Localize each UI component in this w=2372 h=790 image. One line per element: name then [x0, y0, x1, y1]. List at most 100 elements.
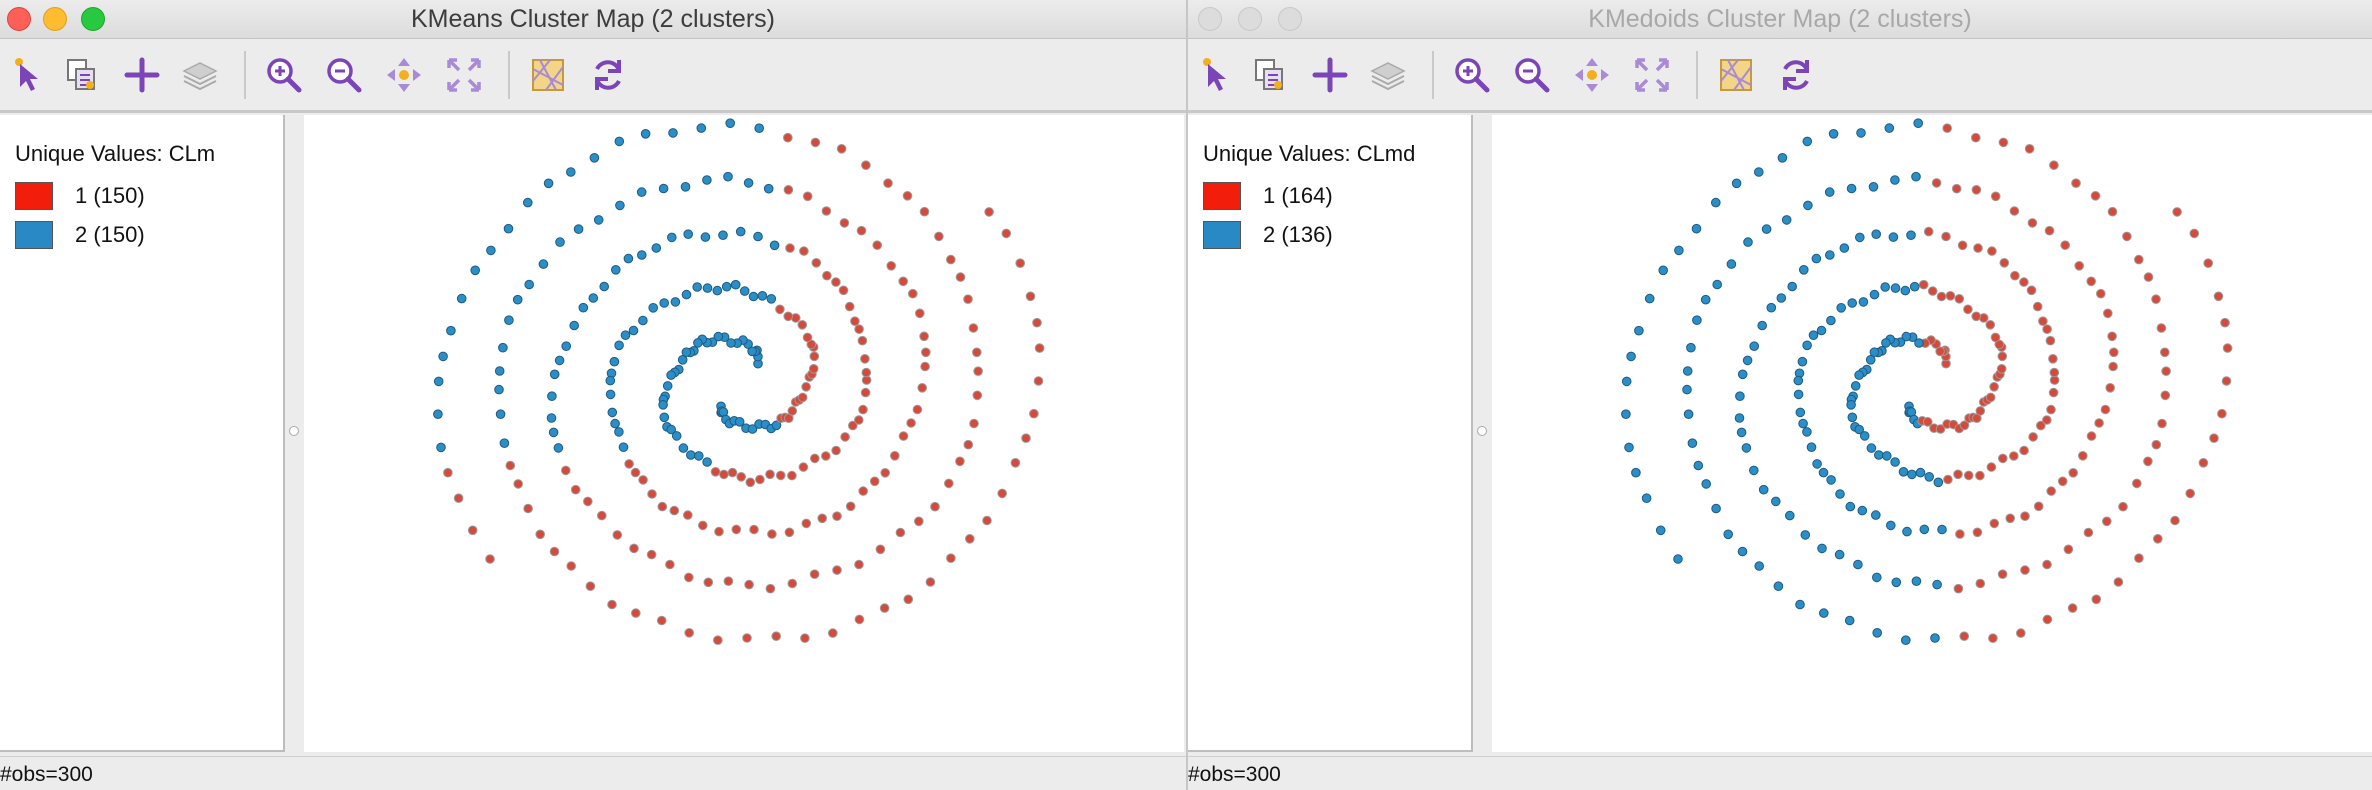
map-point[interactable]: [710, 467, 721, 477]
close-button[interactable]: [7, 7, 31, 31]
map-point[interactable]: [1787, 281, 1798, 292]
map-point[interactable]: [2042, 559, 2052, 570]
map-point[interactable]: [443, 467, 453, 478]
map-point[interactable]: [1901, 331, 1912, 342]
map-point[interactable]: [930, 501, 940, 512]
map-point[interactable]: [1891, 577, 1902, 588]
map-point[interactable]: [2019, 277, 2029, 287]
map-point[interactable]: [1932, 579, 1942, 590]
minimize-button[interactable]: [1238, 7, 1262, 31]
map-point[interactable]: [1723, 529, 1733, 540]
map-point[interactable]: [546, 413, 557, 423]
map-point[interactable]: [1941, 231, 1951, 242]
map-point[interactable]: [1957, 240, 1968, 251]
add-layer-button[interactable]: [1308, 53, 1352, 97]
map-point[interactable]: [713, 635, 723, 646]
map-point[interactable]: [1924, 472, 1935, 482]
map-point[interactable]: [553, 443, 564, 453]
map-point[interactable]: [1010, 458, 1021, 468]
map-point[interactable]: [438, 351, 448, 362]
map-point[interactable]: [1736, 427, 1747, 438]
zoom-out-button[interactable]: [322, 53, 366, 97]
map-point[interactable]: [2026, 285, 2037, 296]
map-point[interactable]: [800, 633, 810, 644]
map-point[interactable]: [1853, 559, 1863, 570]
map-point[interactable]: [694, 451, 704, 461]
map-point[interactable]: [1990, 332, 2001, 343]
map-point[interactable]: [614, 340, 624, 351]
map-point[interactable]: [2109, 347, 2119, 358]
map-point[interactable]: [731, 524, 742, 535]
map-point[interactable]: [1754, 167, 1764, 177]
map-point[interactable]: [973, 366, 983, 377]
map-point[interactable]: [659, 298, 670, 308]
map-point[interactable]: [955, 272, 966, 282]
map-point[interactable]: [1971, 311, 1982, 322]
map-point[interactable]: [610, 418, 620, 429]
map-point[interactable]: [1951, 183, 1962, 194]
map-point[interactable]: [919, 206, 930, 217]
map-point[interactable]: [2063, 544, 2074, 555]
map-point[interactable]: [611, 265, 621, 275]
map-point[interactable]: [944, 478, 954, 489]
map-point[interactable]: [513, 479, 523, 489]
map-point[interactable]: [726, 338, 736, 348]
map-point[interactable]: [1819, 608, 1829, 618]
map-point[interactable]: [763, 183, 774, 194]
map-point[interactable]: [1997, 351, 2008, 362]
map-point[interactable]: [486, 245, 496, 256]
map-point[interactable]: [1859, 431, 1870, 441]
map-point[interactable]: [872, 240, 883, 250]
map-point[interactable]: [799, 246, 809, 256]
map-point[interactable]: [802, 332, 813, 343]
map-point[interactable]: [747, 424, 758, 434]
map-point[interactable]: [785, 243, 795, 253]
select-pointer-button[interactable]: [1196, 53, 1240, 97]
map-point[interactable]: [1737, 369, 1748, 380]
map-point[interactable]: [1847, 412, 1858, 423]
map-point[interactable]: [583, 496, 593, 507]
map-point[interactable]: [1015, 258, 1026, 268]
map-point[interactable]: [1846, 400, 1856, 410]
map-point[interactable]: [549, 369, 560, 380]
map-point[interactable]: [1634, 325, 1644, 336]
map-point[interactable]: [721, 281, 732, 292]
map-point[interactable]: [1971, 132, 1981, 143]
map-point[interactable]: [801, 518, 812, 529]
map-point[interactable]: [1726, 259, 1737, 269]
map-point[interactable]: [1943, 474, 1953, 485]
map-point[interactable]: [1998, 137, 2009, 148]
map-point[interactable]: [1836, 303, 1847, 313]
map-point[interactable]: [605, 375, 616, 386]
map-point[interactable]: [2028, 432, 2038, 442]
map-point[interactable]: [1937, 524, 1947, 535]
map-point[interactable]: [1898, 467, 1909, 477]
map-point[interactable]: [902, 191, 913, 201]
map-point[interactable]: [754, 123, 765, 133]
map-point[interactable]: [771, 631, 782, 642]
map-point[interactable]: [1890, 283, 1901, 293]
map-point[interactable]: [1824, 187, 1835, 197]
map-point[interactable]: [821, 451, 831, 461]
map-point[interactable]: [671, 431, 682, 441]
map-point[interactable]: [1902, 526, 1912, 537]
map-point[interactable]: [2046, 404, 2056, 415]
selection-tool-button[interactable]: [60, 53, 104, 97]
map-point[interactable]: [2134, 254, 2144, 265]
map-point[interactable]: [2020, 511, 2030, 522]
map-point[interactable]: [787, 578, 798, 589]
map-point[interactable]: [607, 599, 617, 610]
map-point[interactable]: [703, 577, 714, 588]
map-point[interactable]: [1673, 554, 1683, 564]
map-point[interactable]: [681, 289, 692, 300]
map-point[interactable]: [638, 475, 648, 485]
map-point[interactable]: [1919, 524, 1930, 535]
map-point[interactable]: [775, 304, 785, 315]
map-point[interactable]: [869, 476, 880, 487]
map-point[interactable]: [2221, 376, 2232, 386]
map-point[interactable]: [2222, 343, 2233, 353]
map-point[interactable]: [680, 182, 691, 192]
map-point[interactable]: [1927, 286, 1938, 296]
map-point[interactable]: [920, 361, 930, 372]
map-point[interactable]: [1743, 237, 1753, 247]
